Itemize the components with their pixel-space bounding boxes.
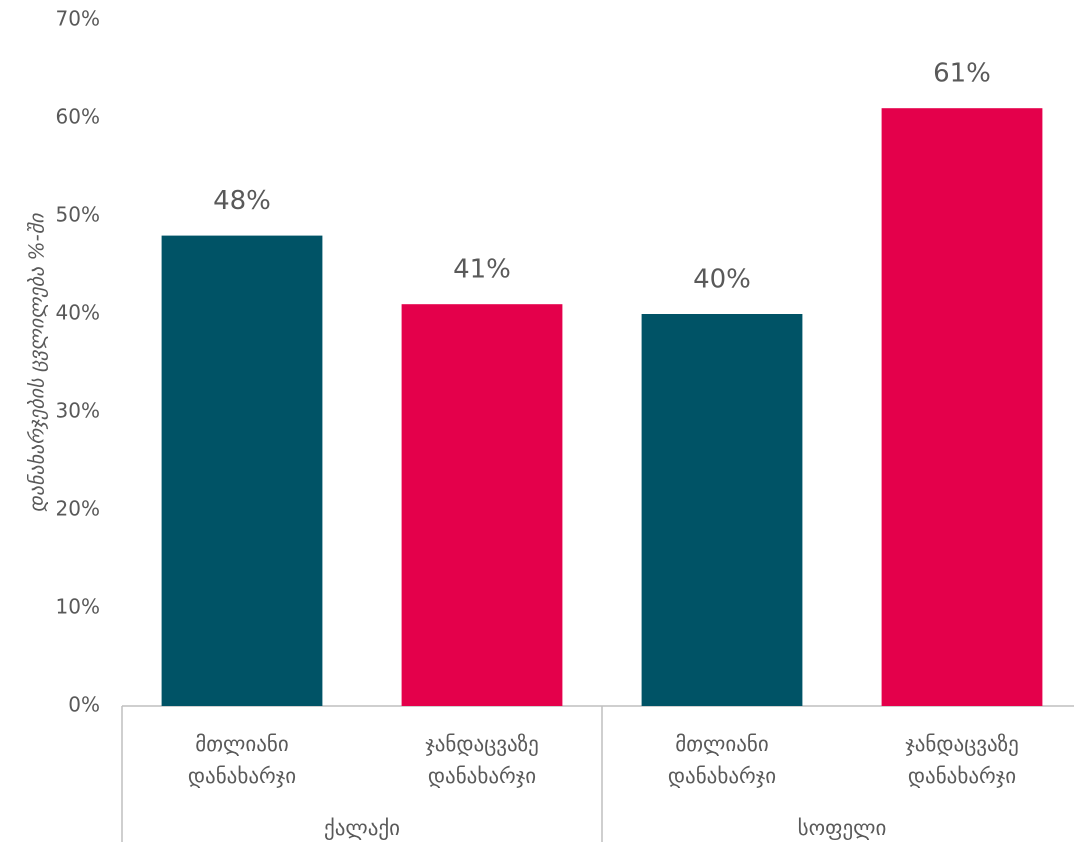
y-tick-label: 40%	[56, 301, 100, 325]
y-tick-label: 50%	[56, 203, 100, 227]
value-label: 61%	[933, 59, 991, 89]
y-tick-label: 60%	[56, 105, 100, 129]
x-tick-label: დანახარჯი	[908, 764, 1016, 788]
y-tick-label: 30%	[56, 399, 100, 423]
y-axis-title: დანახარჯების ცვლილება %-ში	[25, 212, 49, 513]
x-tick-label: დანახარჯი	[668, 764, 776, 788]
y-tick-label: 10%	[56, 595, 100, 619]
x-tick-label: დანახარჯი	[428, 764, 536, 788]
value-label: 40%	[693, 265, 751, 295]
value-label: 41%	[453, 255, 511, 285]
bar	[881, 108, 1043, 706]
bar	[161, 235, 323, 706]
x-tick-label: ჯანდაცვაზე	[905, 732, 1019, 756]
x-tick-label: მთლიანი	[675, 732, 769, 756]
x-tick-label: მთლიანი	[195, 732, 289, 756]
group-label: სოფელი	[798, 816, 887, 840]
bar	[401, 304, 563, 706]
bar	[641, 314, 803, 706]
value-label: 48%	[213, 186, 271, 216]
y-tick-label: 0%	[68, 693, 100, 717]
x-tick-label: ჯანდაცვაზე	[425, 732, 539, 756]
x-tick-label: დანახარჯი	[188, 764, 296, 788]
y-tick-label: 20%	[56, 497, 100, 521]
group-label: ქალაქი	[324, 816, 400, 840]
y-tick-label: 70%	[56, 7, 100, 31]
